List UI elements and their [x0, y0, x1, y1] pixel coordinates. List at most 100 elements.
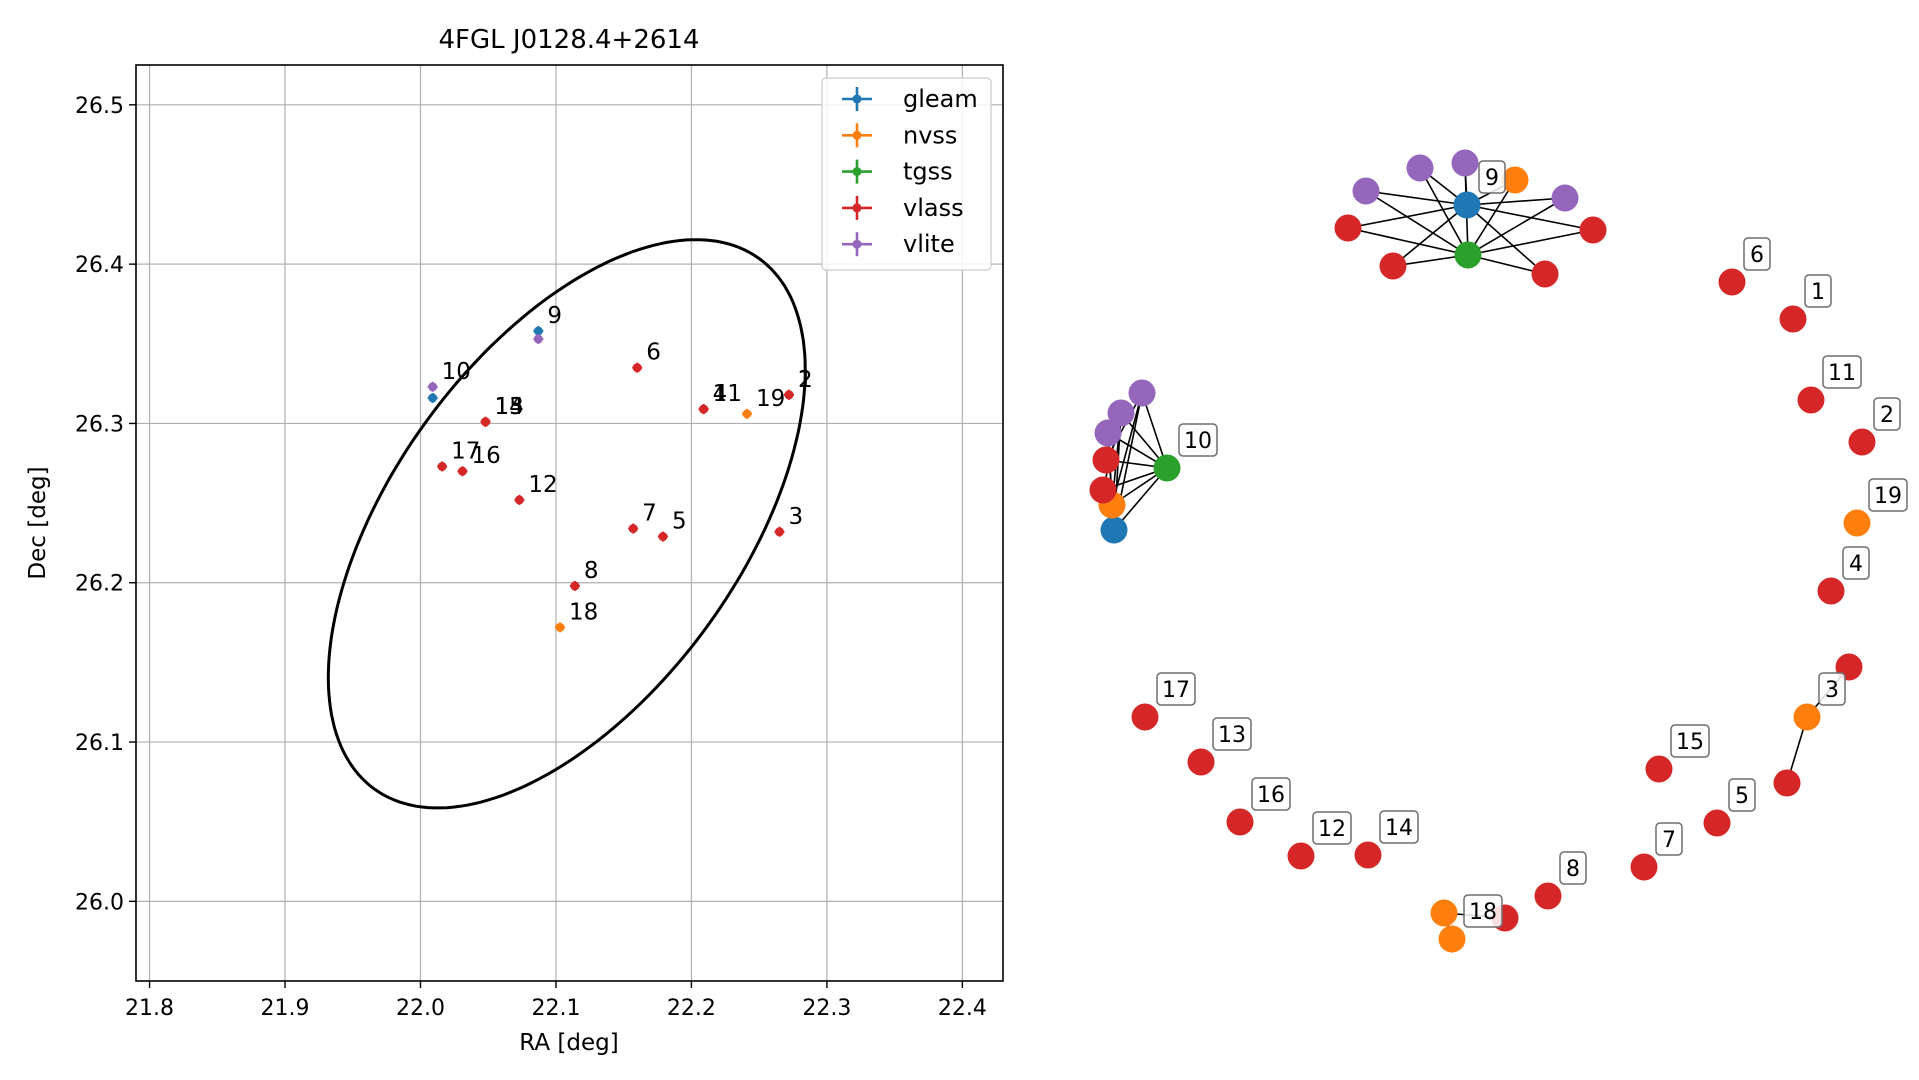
vlass-point: [657, 531, 668, 542]
node-label: 5: [1728, 778, 1756, 812]
svg-text:17: 17: [1162, 678, 1190, 703]
svg-text:6: 6: [1750, 243, 1764, 268]
point-label: 2: [798, 367, 813, 393]
node-label: 16: [1251, 777, 1291, 811]
vlite-node: [1094, 419, 1122, 447]
graph-edge: [1113, 467, 1168, 531]
x-tick-label: 21.9: [261, 996, 310, 1021]
graph-edge: [1467, 179, 1516, 256]
svg-text:4: 4: [1849, 552, 1863, 577]
graph-edge: [1365, 190, 1468, 206]
vlite-node: [1352, 177, 1380, 205]
node-label: 2: [1873, 397, 1901, 431]
vlite-point: [427, 381, 438, 392]
svg-text:3: 3: [1825, 678, 1839, 703]
vlite-point: [533, 334, 544, 345]
graph-edge: [1419, 167, 1469, 256]
svg-text:18: 18: [1469, 900, 1497, 925]
vlass-node: [1092, 446, 1120, 474]
vlite-node: [1107, 399, 1135, 427]
node-label: 10: [1178, 423, 1218, 457]
svg-text:15: 15: [1676, 730, 1704, 755]
legend-item-gleam: gleam: [842, 85, 978, 113]
legend-label: vlass: [903, 194, 964, 222]
scatter-chart: 4FGL J0128.4+2614 9191821411614131517161…: [25, 25, 1004, 1056]
svg-text:8: 8: [1566, 857, 1580, 882]
nvss-node: [1430, 899, 1458, 927]
vlass-point: [480, 416, 491, 427]
node-label: 11: [1822, 355, 1862, 389]
vlass-point: [569, 580, 580, 591]
vlass-point: [514, 494, 525, 505]
node-label: 14: [1379, 810, 1419, 844]
point-label: 6: [646, 340, 661, 366]
node-label: 4: [1842, 546, 1870, 580]
vlass-node: [1779, 305, 1807, 333]
y-tick-label: 26.0: [75, 890, 124, 915]
y-tick-label: 26.2: [75, 572, 124, 597]
vlass-node: [1131, 703, 1159, 731]
point-label: 11: [713, 381, 742, 407]
vlite-node: [1128, 379, 1156, 407]
svg-text:19: 19: [1874, 484, 1902, 509]
vlass-node: [1579, 216, 1607, 244]
vlass-point: [437, 461, 448, 472]
point-label: 5: [672, 509, 687, 535]
point-label: 9: [547, 303, 562, 329]
vlass-node: [1797, 386, 1825, 414]
graph-edge: [1467, 197, 1566, 256]
y-tick-label: 26.5: [75, 94, 124, 119]
vlass-node: [1534, 882, 1562, 910]
vlass-point: [628, 523, 639, 534]
graph-nodes: [1089, 149, 1876, 953]
node-label: 18: [1463, 894, 1503, 928]
nvss-node: [1438, 925, 1466, 953]
graph-edge: [1111, 392, 1143, 506]
legend-label: vlite: [903, 230, 955, 258]
node-label: 17: [1156, 672, 1196, 706]
vlass-node: [1817, 577, 1845, 605]
chart-title: 4FGL J0128.4+2614: [439, 25, 700, 55]
vlass-node: [1226, 808, 1254, 836]
vlite-node: [1451, 149, 1479, 177]
y-tick-label: 26.1: [75, 731, 124, 756]
vlass-node: [1531, 260, 1559, 288]
graph-edge: [1466, 197, 1566, 206]
legend: gleam nvss tgss vlass vlite: [821, 77, 992, 271]
point-label: 3: [788, 504, 803, 530]
graph-edge: [1466, 204, 1546, 275]
x-tick-label: 21.8: [125, 996, 174, 1021]
tgss-node: [1153, 454, 1181, 482]
x-tick-label: 22.3: [802, 996, 851, 1021]
x-tick-label: 22.2: [667, 996, 716, 1021]
node-label: 7: [1655, 822, 1683, 856]
uncertainty-ellipse-layer: [326, 238, 807, 810]
points-layer: [427, 326, 794, 633]
node-label: 15: [1670, 724, 1710, 758]
nvss-point: [741, 408, 752, 419]
axes-frame: [135, 64, 1004, 982]
vlite-node: [1406, 154, 1434, 182]
x-axis-label: RA [deg]: [519, 1030, 618, 1056]
y-tick-label: 26.4: [75, 253, 124, 278]
point-label: 8: [584, 558, 599, 584]
graph-edge: [1347, 227, 1469, 256]
vlass-node: [1287, 842, 1315, 870]
vlass-node: [1848, 428, 1876, 456]
vlass-point: [783, 389, 794, 400]
legend-item-vlass: vlass: [842, 194, 964, 222]
legend-item-vlite: vlite: [842, 230, 955, 258]
vlass-node: [1718, 268, 1746, 296]
legend-item-tgss: tgss: [842, 158, 953, 186]
vlass-node: [1334, 214, 1362, 242]
gleam-node: [1100, 516, 1128, 544]
gleam-point: [427, 392, 438, 403]
x-tick-label: 22.1: [531, 996, 580, 1021]
svg-text:2: 2: [1880, 403, 1894, 428]
point-label: 17: [451, 438, 480, 464]
point-label: 18: [569, 599, 598, 625]
nvss-node: [1793, 703, 1821, 731]
